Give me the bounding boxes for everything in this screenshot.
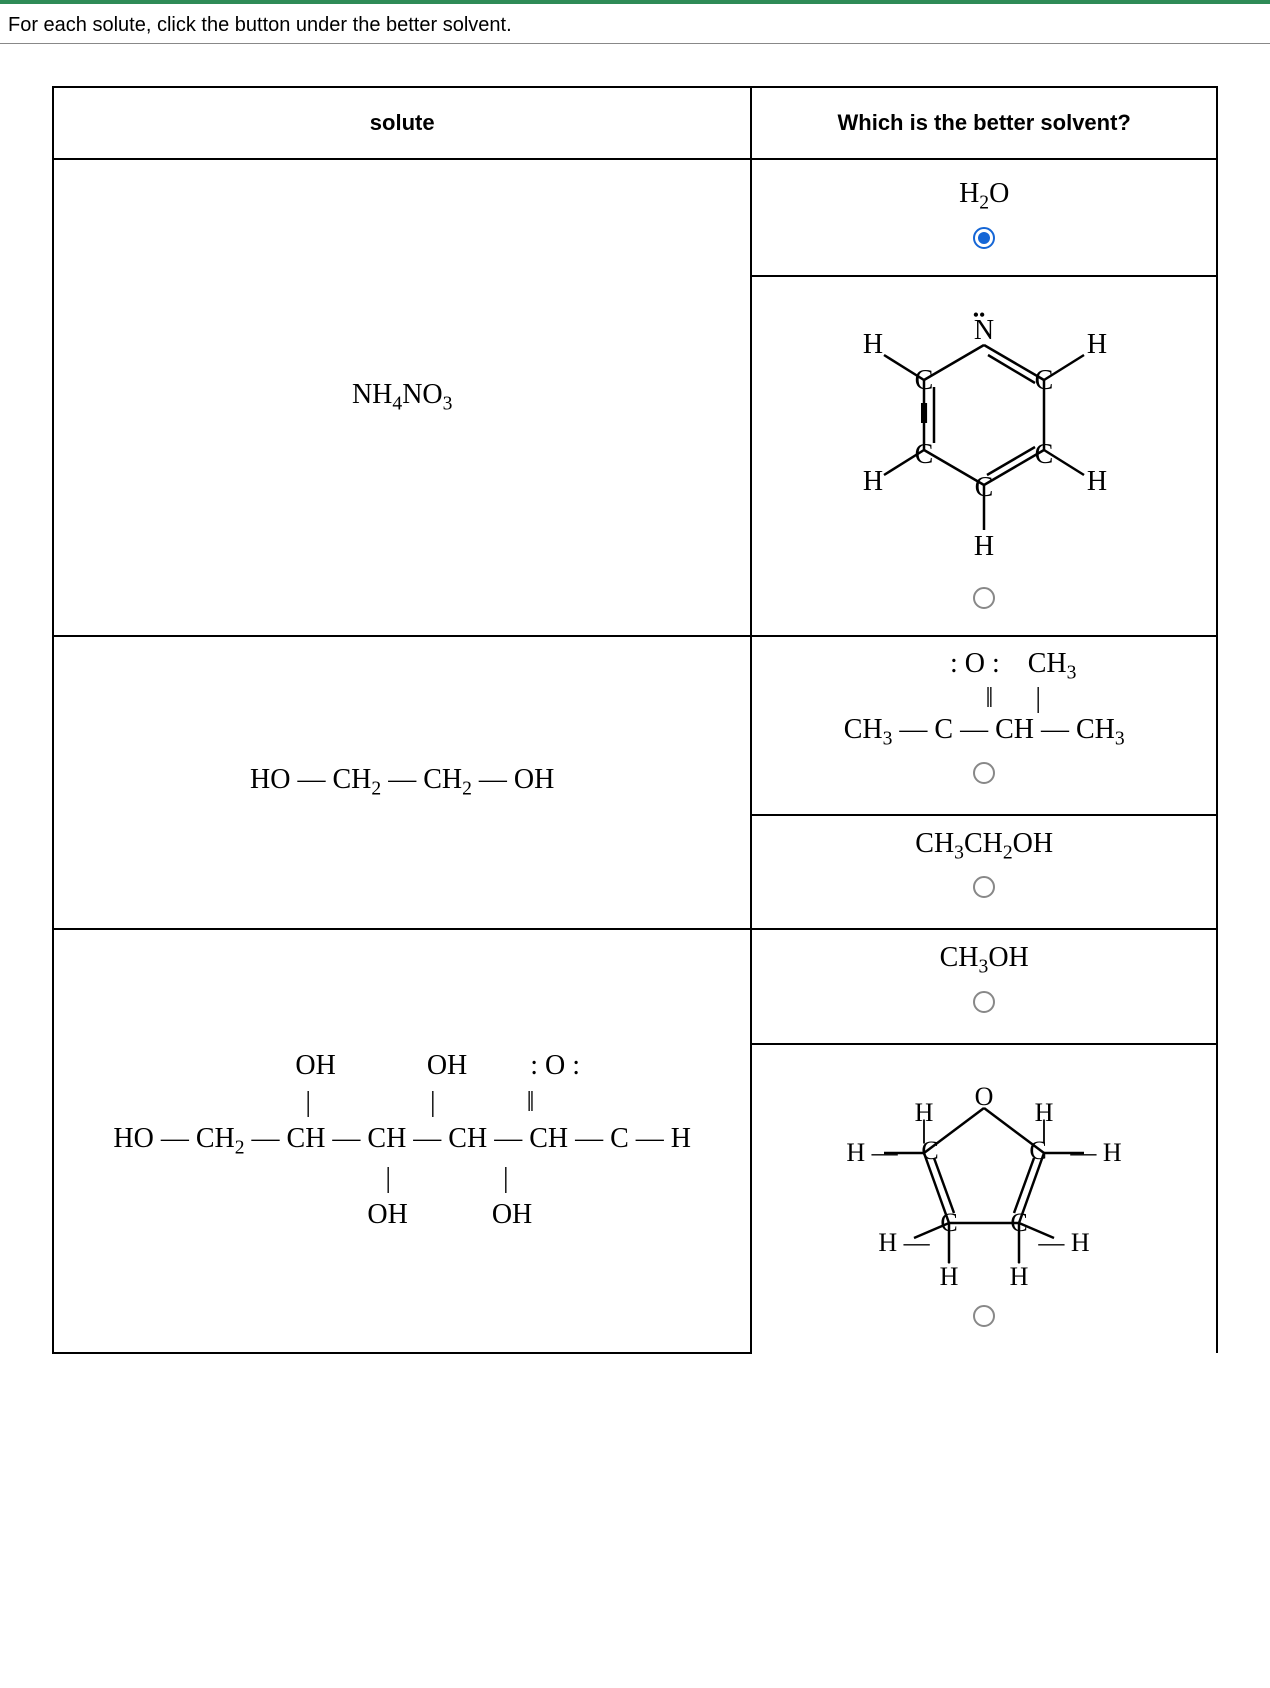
table-row: OH OH : O : | | ‖ HO — CH2 — CH — CH — C… [53,929,1217,1044]
solvent-1a-formula: H2O [762,178,1206,215]
svg-text:O: O [975,1082,994,1111]
svg-text:|: | [981,493,987,524]
svg-text:H: H [1087,329,1107,360]
svg-text:|: | [921,1115,927,1144]
svg-text:|: | [1041,399,1047,430]
svg-text:H: H [863,329,883,360]
svg-text:C: C [1035,439,1054,470]
svg-text:C: C [941,1208,958,1237]
header-solvent: Which is the better solvent? [751,87,1217,159]
svg-text:H —: H — [879,1228,931,1257]
solute-1-formula: NH4NO3 [352,379,453,410]
svg-text:H: H [1010,1262,1029,1291]
svg-text:|: | [946,1235,952,1264]
solute-1: NH4NO3 [53,159,751,636]
radio-3b[interactable] [973,1305,995,1327]
svg-text:|: | [1041,1115,1047,1144]
svg-text:H: H [863,466,883,497]
svg-text:H: H [974,531,994,562]
svg-text:— H: — H [1038,1228,1091,1257]
solvent-2a: : O : CH3 ‖ | CH3 — C — CH — CH3 [751,636,1217,815]
radio-1a[interactable] [973,227,995,249]
svg-text:C: C [1011,1208,1028,1237]
radio-2a[interactable] [973,762,995,784]
solvent-3b: O C C C C H — — H H | H | H — — H H [751,1044,1217,1353]
svg-text:C: C [915,439,934,470]
solvent-table: solute Which is the better solvent? NH4N… [52,86,1218,1354]
radio-1b[interactable] [973,587,995,609]
svg-text:|: | [1016,1235,1022,1264]
svg-text:••: •• [973,305,986,325]
svg-text:C: C [1035,365,1054,396]
solute-2: HO — CH2 — CH2 — OH [53,636,751,930]
header-solute: solute [53,87,751,159]
svg-text:H: H [940,1262,959,1291]
svg-text:— H: — H [1070,1138,1123,1167]
solvent-2b-formula: CH3CH2OH [762,828,1206,865]
solvent-1a: H2O [751,159,1217,276]
svg-text:H —: H — [847,1138,899,1167]
solvent-3a: CH3OH [751,929,1217,1044]
furan-structure: O C C C C H — — H H | H | H — — H H [762,1063,1206,1293]
sugar-structure: OH OH : O : | | ‖ HO — CH2 — CH — CH — C… [113,1048,691,1234]
solvent-1b: N •• C C C C C H H H H H | ‖ [751,276,1217,636]
svg-text:C: C [915,365,934,396]
table-row: NH4NO3 H2O [53,159,1217,276]
radio-3a[interactable] [973,991,995,1013]
svg-text:‖: ‖ [920,399,929,430]
solute-2-formula: HO — CH2 — CH2 — OH [250,764,554,795]
header-row: solute Which is the better solvent? [53,87,1217,159]
solvent-3a-formula: CH3OH [762,942,1206,979]
svg-text:H: H [1087,466,1107,497]
ketone-structure: : O : CH3 ‖ | CH3 — C — CH — CH3 [844,649,1125,750]
table-container: solute Which is the better solvent? NH4N… [0,44,1270,1354]
radio-2b[interactable] [973,876,995,898]
table-row: HO — CH2 — CH2 — OH : O : CH3 ‖ | CH3 — … [53,636,1217,815]
instruction-text: For each solute, click the button under … [0,4,1270,44]
solvent-2b: CH3CH2OH [751,815,1217,930]
pyridine-structure: N •• C C C C C H H H H H | ‖ [762,295,1206,575]
solute-3: OH OH : O : | | ‖ HO — CH2 — CH — CH — C… [53,929,751,1353]
